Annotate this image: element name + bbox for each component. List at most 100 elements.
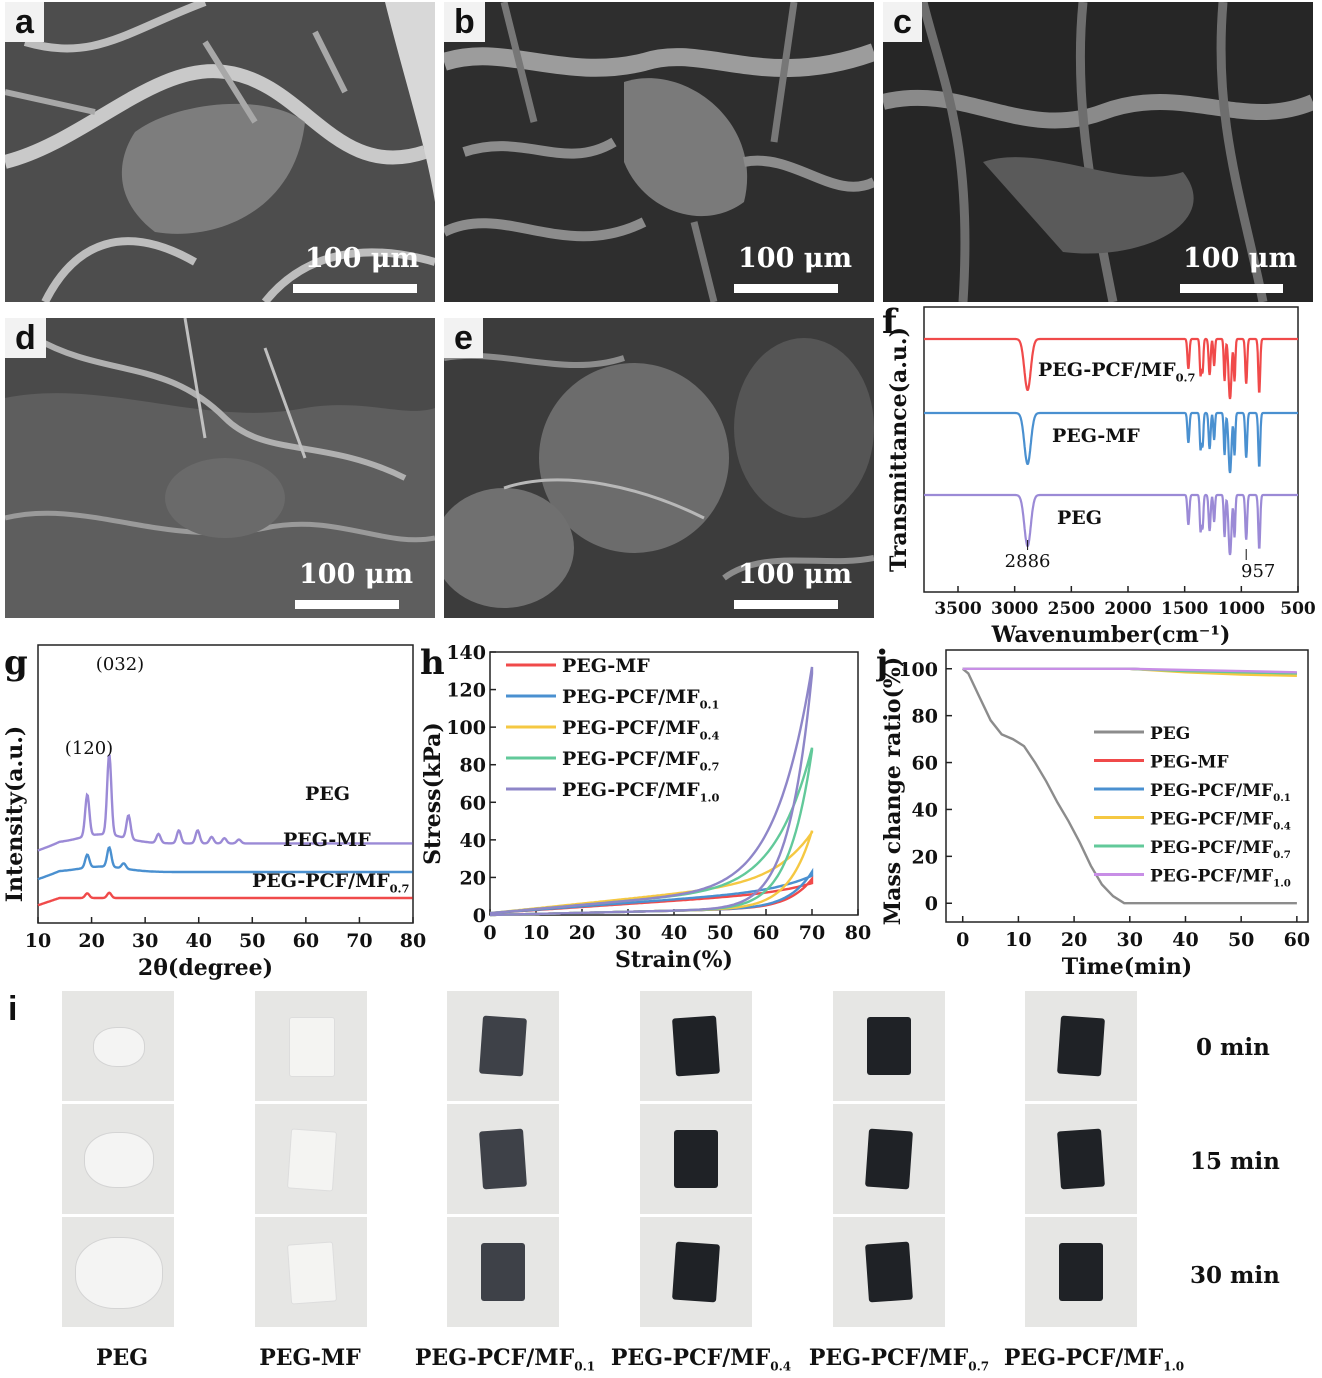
chart-f-xtick-label: 2500 — [1048, 599, 1095, 619]
chart-h-xtick-label: 50 — [707, 922, 733, 944]
sample-block — [865, 1128, 913, 1190]
column-label: PEG-MF — [259, 1345, 361, 1371]
chart-j-xtick-label: 0 — [956, 929, 969, 951]
sample-block — [672, 1015, 720, 1077]
sample-block — [479, 1128, 527, 1190]
chart-h-ytick-label: 60 — [460, 792, 486, 814]
chart-f-xtick-label: 1000 — [1218, 599, 1265, 619]
scale-bar-b — [734, 284, 838, 293]
panel-label-i: i — [8, 990, 18, 1028]
chart-h-stress-strain: 0 10 20 30 40 50 60 70 80 0 20 40 60 80 100 120 140 Strai… — [420, 642, 871, 973]
chart-j-mass-change: 0 10 20 30 40 50 60 0 20 40 60 80 100 Time(min) Mass c… — [876, 643, 1310, 980]
sample-photo — [255, 1217, 367, 1327]
sample-photo — [1025, 991, 1137, 1101]
chart-h-legend-label: PEG-MF — [562, 655, 650, 677]
chart-h-ytick-label: 80 — [460, 755, 486, 777]
chart-g-xlabel: 2θ(degree) — [138, 955, 273, 981]
chart-h-ytick-label: 120 — [446, 680, 486, 702]
chart-f-series-label: PEG — [1057, 507, 1102, 529]
chart-j-ylabel: Mass change ratio(%) — [880, 657, 906, 925]
chart-j-legend-label: PEG-MF — [1150, 753, 1229, 773]
chart-g-xtick-label: 40 — [185, 930, 211, 952]
chart-h-legend-label: PEG-PCF/MF0.1 — [562, 686, 719, 712]
sample-photo — [640, 1104, 752, 1214]
chart-j-xtick-label: 20 — [1061, 929, 1087, 951]
chart-j-xtick-label: 40 — [1172, 929, 1198, 951]
scale-text-c: 100 μm — [1183, 243, 1298, 274]
chart-h-series-line — [489, 666, 814, 917]
chart-f-series-line — [924, 493, 1298, 556]
chart-f-xtick-label: 2000 — [1104, 599, 1151, 619]
chart-f-series-line — [924, 411, 1298, 474]
sample-photo — [833, 1217, 945, 1327]
chart-f-frame — [923, 306, 1299, 593]
sem-image-d — [5, 318, 435, 618]
sample-block — [286, 1128, 338, 1192]
sample-block — [479, 1015, 527, 1077]
chart-g-xtick-label: 70 — [346, 930, 372, 952]
scale-bar-a — [293, 284, 417, 293]
panel-label-d: d — [5, 318, 46, 358]
sample-photo — [255, 991, 367, 1101]
sem-panel-c: c 100 μm — [883, 2, 1313, 302]
chart-g-xtick-label: 30 — [132, 930, 158, 952]
sem-image-c — [883, 2, 1313, 302]
chart-g-xtick-label: 60 — [293, 930, 319, 952]
scale-bar-d — [295, 600, 399, 609]
sem-panel-a: a 100 μm — [5, 2, 435, 302]
chart-j-ytick-label: 60 — [912, 753, 938, 775]
scale-text-a: 100 μm — [305, 243, 420, 274]
sample-photo — [62, 1104, 174, 1214]
chart-f-xtick-label: 500 — [1280, 599, 1316, 619]
sample-block — [1057, 1128, 1105, 1190]
chart-g-series-line — [37, 754, 413, 852]
sample-photo — [62, 1217, 174, 1327]
sem-image-b — [444, 2, 874, 302]
chart-j-series-line — [962, 667, 1297, 674]
chart-g-xtick-label: 10 — [25, 930, 51, 952]
chart-j-xtick-label: 50 — [1228, 929, 1254, 951]
chart-j-ytick-label: 100 — [898, 659, 938, 681]
chart-j-legend-label: PEG-PCF/MF0.4 — [1150, 810, 1291, 833]
sample-block — [1057, 1015, 1105, 1077]
chart-h-legend-label: PEG-PCF/MF0.7 — [562, 748, 719, 774]
sample-photo — [447, 1217, 559, 1327]
chart-f-xtick-label: 3500 — [934, 599, 981, 619]
sem-image-e — [444, 318, 874, 618]
chart-f-ylabel: Transmittance(a.u.) — [886, 327, 912, 572]
sem-panel-d: d 100 μm — [5, 318, 435, 618]
chart-h-xtick-label: 80 — [845, 922, 871, 944]
panel-label-a: a — [5, 2, 44, 42]
chart-f-series-label: PEG-PCF/MF0.7 — [1038, 359, 1195, 385]
sample-photo — [255, 1104, 367, 1214]
chart-h-xtick-label: 10 — [523, 922, 549, 944]
sample-block — [286, 1241, 338, 1305]
chart-h-ytick-label: 20 — [460, 867, 486, 889]
chart-j-legend-label: PEG — [1150, 724, 1190, 744]
chart-g-xrd: 10 20 30 40 50 60 70 80 2θ(degree) Intensity(a.u.… — [2, 643, 426, 981]
chart-h-ytick-label: 140 — [446, 642, 486, 664]
column-label: PEG-PCF/MF0.4 — [610, 1345, 792, 1374]
chart-h-ytick-label: 0 — [473, 905, 486, 927]
sample-block — [84, 1132, 154, 1188]
chart-f-series-line — [924, 337, 1298, 400]
chart-g-annotation: (120) — [65, 738, 113, 759]
chart-h-ytick-label: 100 — [446, 717, 486, 739]
chart-g-xtick-label: 20 — [78, 930, 104, 952]
chart-g-series-label: PEG-PCF/MF0.7 — [252, 870, 409, 896]
chart-g-frame — [37, 644, 414, 924]
chart-j-legend-label: PEG-PCF/MF0.1 — [1150, 781, 1291, 804]
sem-image-a — [5, 2, 435, 302]
sample-photo — [1025, 1217, 1137, 1327]
chart-j-legend-label: PEG-PCF/MF1.0 — [1150, 867, 1291, 890]
column-label: PEG-PCF/MF0.7 — [808, 1345, 990, 1374]
sample-photo — [640, 991, 752, 1101]
chart-j-series-line — [961, 667, 1297, 905]
panel-label-b: b — [444, 2, 485, 42]
scale-text-b: 100 μm — [738, 243, 853, 274]
sample-block — [674, 1130, 718, 1188]
panel-label-j: j — [876, 643, 888, 683]
chart-j-ytick-label: 80 — [912, 706, 938, 728]
chart-j-xlabel: Time(min) — [1062, 954, 1192, 980]
chart-j-legend-label: PEG-PCF/MF0.7 — [1150, 838, 1291, 861]
